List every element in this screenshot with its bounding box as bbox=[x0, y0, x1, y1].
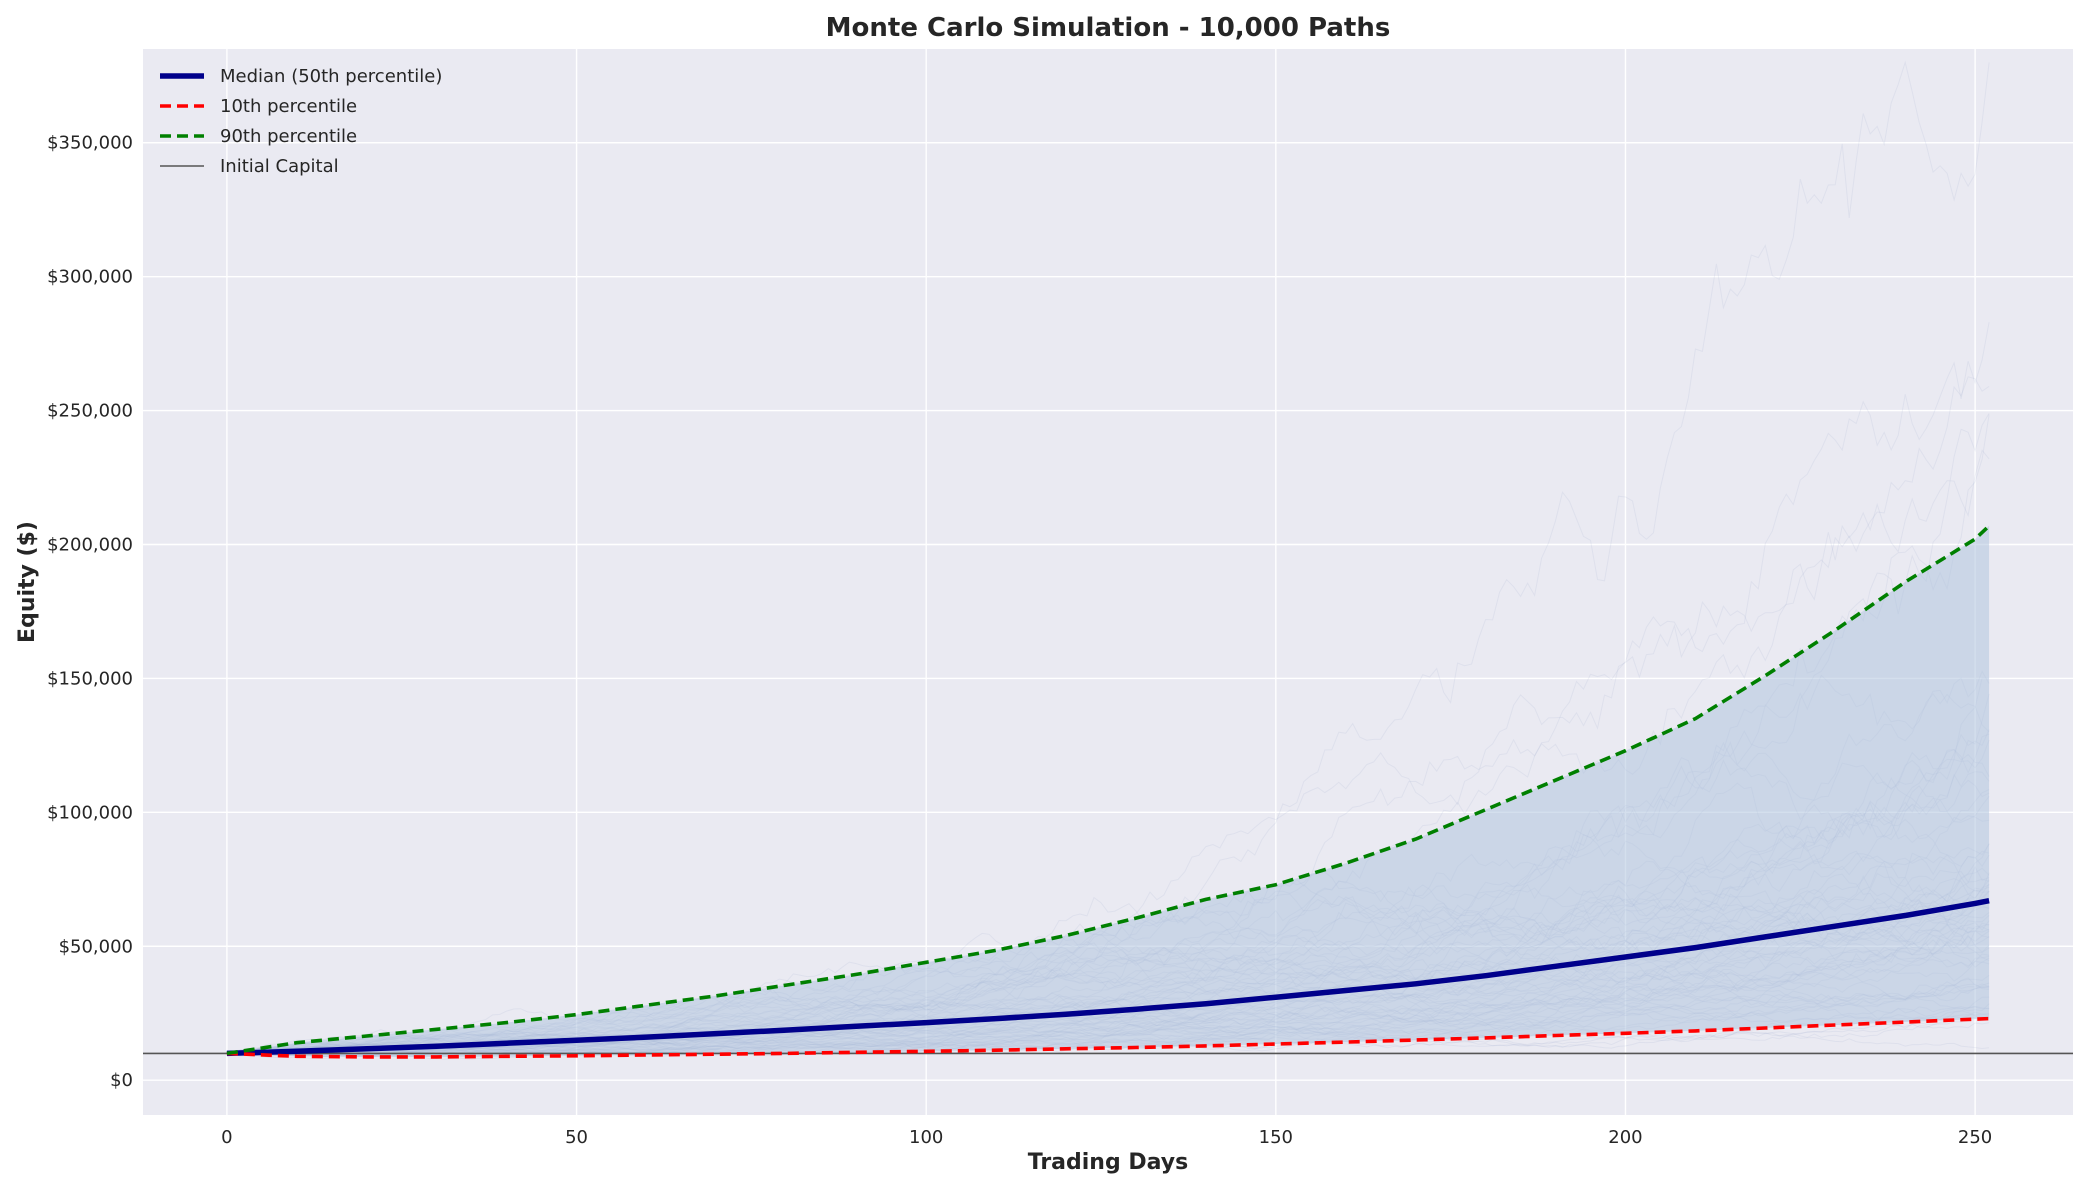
y-tick-label: $100,000 bbox=[47, 802, 133, 823]
y-axis-label: Equity ($) bbox=[15, 521, 40, 643]
y-tick-label: $150,000 bbox=[47, 668, 133, 689]
y-tick-label: $350,000 bbox=[47, 133, 133, 154]
y-axis-ticks: $0 $50,000 $100,000 $150,000 $200,000 $250,00… bbox=[47, 133, 133, 1091]
series-line-median-50th-percentile bbox=[226, 897, 1990, 1057]
legend-label: 10th percentile bbox=[220, 96, 357, 117]
y-tick-label: $200,000 bbox=[47, 535, 133, 556]
legend: Median (50th percentile) 10th percentile 9… bbox=[160, 66, 442, 177]
chart-title: Monte Carlo Simulation - 10,000 Paths bbox=[826, 13, 1391, 43]
x-axis-label: Trading Days bbox=[1028, 1150, 1189, 1175]
percentile-band bbox=[226, 525, 1990, 1057]
x-tick-label: 0 bbox=[221, 1127, 232, 1148]
y-tick-label: $300,000 bbox=[47, 267, 133, 288]
x-tick-label: 150 bbox=[1259, 1127, 1293, 1148]
x-tick-label: 50 bbox=[565, 1127, 588, 1148]
grid-lines bbox=[143, 49, 2073, 1115]
x-tick-label: 100 bbox=[909, 1127, 943, 1148]
y-tick-label: $0 bbox=[110, 1070, 133, 1091]
legend-label: Median (50th percentile) bbox=[220, 66, 442, 87]
y-tick-label: $50,000 bbox=[59, 936, 133, 957]
legend-label: Initial Capital bbox=[220, 156, 339, 177]
x-tick-label: 200 bbox=[1608, 1127, 1642, 1148]
legend-label: 90th percentile bbox=[220, 126, 357, 147]
x-axis-ticks: 0 50 100 150 200 250 bbox=[221, 1127, 1992, 1148]
series-lines bbox=[226, 524, 1991, 1059]
series-line-10th-percentile bbox=[226, 1016, 1990, 1059]
y-tick-label: $250,000 bbox=[47, 401, 133, 422]
series-line-90th-percentile bbox=[226, 524, 1991, 1056]
x-tick-label: 250 bbox=[1958, 1127, 1992, 1148]
